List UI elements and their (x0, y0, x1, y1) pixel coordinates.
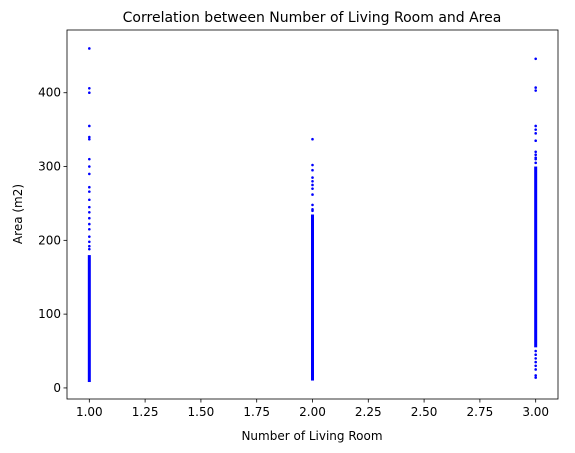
data-point (534, 374, 537, 377)
data-point (534, 132, 537, 135)
y-tick-label: 0 (53, 381, 61, 395)
data-point-cluster (311, 214, 314, 381)
data-point (534, 349, 537, 353)
y-tick-label: 200 (38, 233, 61, 247)
data-point (534, 357, 537, 360)
y-tick-label: 400 (38, 86, 61, 100)
data-point (534, 364, 537, 368)
data-point (88, 91, 91, 95)
data-points (87, 47, 538, 383)
data-point (534, 157, 537, 161)
data-point (88, 240, 91, 244)
data-point (88, 227, 91, 231)
data-point (534, 153, 537, 157)
y-tick-label: 100 (38, 307, 61, 321)
y-axis-label: Area (m2) (11, 184, 25, 244)
x-tick-label: 2.50 (411, 405, 438, 419)
x-tick-label: 3.00 (522, 405, 549, 419)
data-point (311, 193, 314, 196)
x-tick-label: 2.75 (467, 405, 494, 419)
data-point (534, 150, 537, 154)
data-point (534, 128, 537, 131)
data-point (88, 247, 91, 251)
data-point (88, 47, 91, 50)
data-point (311, 187, 314, 190)
data-point (311, 163, 314, 167)
x-tick-label: 1.50 (188, 405, 215, 419)
data-point (311, 179, 314, 183)
data-point (88, 165, 91, 168)
data-point (88, 135, 91, 139)
x-axis-label: Number of Living Room (241, 429, 382, 443)
data-point (88, 157, 91, 161)
data-point (311, 168, 314, 172)
data-point (88, 216, 91, 220)
data-point (88, 235, 91, 238)
data-point (88, 205, 91, 209)
x-tick-label: 1.00 (76, 405, 103, 419)
x-tick-label: 1.75 (243, 405, 270, 419)
data-point (534, 57, 537, 61)
data-point (534, 89, 537, 92)
x-axis: 1.00 1.25 1.50 1.75 2.00 2.25 2.50 2.75 3.00 (76, 399, 549, 419)
data-point (311, 203, 314, 207)
data-point (311, 176, 314, 179)
data-point (88, 137, 91, 141)
y-tick-label: 300 (38, 160, 61, 174)
data-point-cluster (87, 255, 91, 383)
data-point (534, 376, 537, 379)
chart-title: Correlation between Number of Living Roo… (123, 10, 502, 26)
data-point-cluster (534, 166, 538, 348)
data-point (534, 161, 537, 165)
data-point (88, 190, 91, 193)
data-point (311, 137, 314, 141)
data-point (88, 124, 91, 128)
x-tick-label: 2.25 (355, 405, 382, 419)
data-point (534, 139, 537, 142)
data-point (534, 353, 537, 357)
data-point (88, 172, 91, 176)
data-point (534, 124, 537, 128)
data-point (534, 368, 537, 371)
data-point (534, 360, 537, 364)
data-point (534, 86, 537, 89)
x-tick-label: 1.25 (132, 405, 159, 419)
y-axis: 0 100 200 300 400 (38, 86, 67, 395)
data-point (88, 210, 91, 214)
data-point (88, 198, 91, 202)
x-tick-label: 2.00 (299, 405, 326, 419)
data-point (88, 185, 91, 189)
data-point (88, 87, 91, 90)
data-point (311, 183, 314, 187)
data-point (88, 222, 91, 226)
data-point (88, 244, 91, 248)
data-point (311, 209, 314, 213)
